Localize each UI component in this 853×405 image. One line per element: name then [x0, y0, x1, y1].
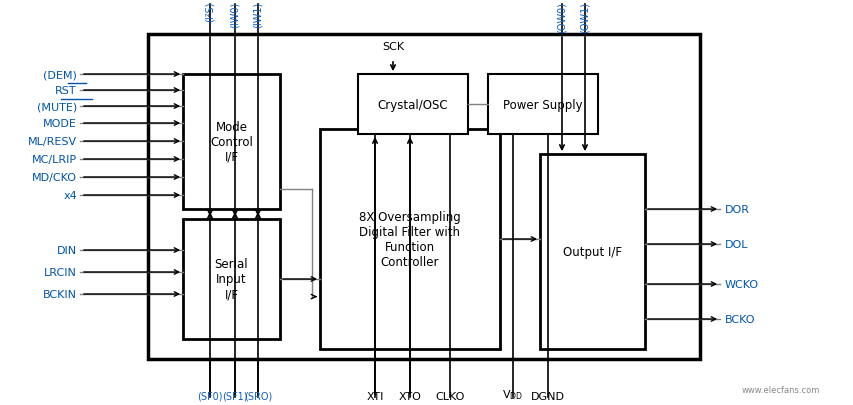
Text: BCKO: BCKO [724, 314, 755, 324]
Text: (SF0): (SF0) [197, 391, 223, 401]
Text: DIN: DIN [57, 245, 77, 256]
Text: LRCIN: LRCIN [44, 267, 77, 277]
Text: (SRO): (SRO) [244, 391, 272, 401]
Bar [183, 75, 280, 209]
Bar [539, 155, 644, 349]
Text: (SF1): (SF1) [222, 391, 247, 401]
Bar [357, 75, 467, 135]
Text: (OW1): (OW1) [579, 2, 589, 33]
Text: (OW0): (OW0) [556, 2, 566, 33]
Bar [487, 75, 597, 135]
Text: DOL: DOL [724, 239, 747, 249]
Text: MC/LRIP: MC/LRIP [32, 155, 77, 164]
Text: Crystal/OSC: Crystal/OSC [377, 98, 448, 111]
Text: ML/RESV: ML/RESV [28, 136, 77, 147]
Text: RST: RST [55, 86, 77, 96]
Text: (I²S): (I²S) [205, 2, 215, 22]
Text: WCKO: WCKO [724, 279, 758, 289]
Text: MODE: MODE [43, 119, 77, 129]
Text: (MUTE): (MUTE) [37, 102, 77, 112]
Text: DOR: DOR [724, 205, 749, 215]
Text: www.elecfans.com: www.elecfans.com [740, 385, 819, 394]
Text: V$_{\mathregular{DD}}$: V$_{\mathregular{DD}}$ [502, 387, 523, 401]
Text: Output I/F: Output I/F [562, 245, 621, 258]
Text: XTI: XTI [366, 391, 383, 401]
Text: Serial
Input
I/F: Serial Input I/F [214, 258, 248, 301]
Text: (IW1): (IW1) [252, 2, 263, 28]
Text: 8X Oversampling
Digital Filter with
Function
Controller: 8X Oversampling Digital Filter with Func… [359, 211, 461, 269]
Text: MD/CKO: MD/CKO [32, 173, 77, 183]
Text: x4: x4 [63, 190, 77, 200]
Text: DGND: DGND [531, 391, 565, 401]
Bar [183, 220, 280, 339]
Text: XTO: XTO [398, 391, 421, 401]
Text: (IW0): (IW0) [229, 2, 240, 28]
Text: BCKIN: BCKIN [43, 289, 77, 299]
Text: (DEM): (DEM) [43, 70, 77, 80]
Bar [320, 130, 499, 349]
Text: CLKO: CLKO [435, 391, 464, 401]
Text: Power Supply: Power Supply [502, 98, 582, 111]
Text: Mode
Control
I/F: Mode Control I/F [210, 121, 252, 164]
Text: SCK: SCK [381, 42, 403, 52]
Bar [148, 35, 699, 359]
